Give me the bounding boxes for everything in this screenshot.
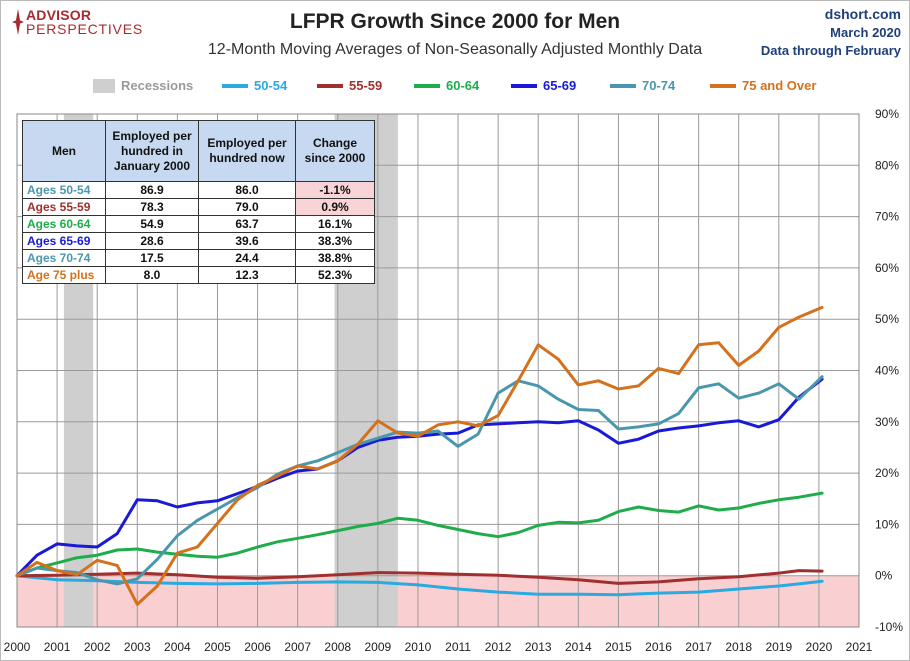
legend-swatch-55-59 [317, 84, 343, 88]
table-row: Ages 65-69 28.6 39.6 38.3% [22, 232, 375, 250]
row-now: 79.0 [198, 198, 296, 216]
x-tick-label: 2000 [4, 640, 31, 654]
legend-label-75-over: 75 and Over [742, 78, 817, 93]
legend-label-65-69: 65-69 [543, 78, 577, 93]
row-now: 63.7 [198, 215, 296, 233]
table-row: Age 75 plus 8.0 12.3 52.3% [22, 266, 375, 284]
row-label: Ages 70-74 [22, 249, 106, 267]
x-tick-label: 2009 [365, 640, 392, 654]
row-jan2000: 78.3 [105, 198, 199, 216]
series-line-55-59 [15, 569, 824, 585]
series-line-60-64 [15, 491, 824, 578]
series-line-75-and-over [15, 305, 824, 606]
row-label: Age 75 plus [22, 266, 106, 284]
y-tick-label: 80% [875, 158, 899, 172]
legend-label-recessions: Recessions [121, 78, 194, 93]
x-tick-label: 2001 [44, 640, 71, 654]
x-tick-label: 2003 [124, 640, 151, 654]
row-change: 16.1% [295, 215, 375, 233]
row-jan2000: 28.6 [105, 232, 199, 250]
row-jan2000: 86.9 [105, 181, 199, 199]
x-tick-label: 2006 [244, 640, 271, 654]
legend-label-60-64: 60-64 [446, 78, 480, 93]
x-tick-label: 2020 [806, 640, 833, 654]
series-line-70-74 [15, 375, 824, 586]
plot-border [16, 113, 860, 628]
y-tick-label: 70% [875, 210, 899, 224]
summary-table: Men Employed per hundred in January 2000… [22, 120, 375, 284]
row-now: 12.3 [198, 266, 296, 284]
chart-subtitle: 12-Month Moving Averages of Non-Seasonal… [207, 41, 703, 58]
row-jan2000: 54.9 [105, 215, 199, 233]
y-tick-label: 50% [875, 312, 899, 326]
y-tick-label: 10% [875, 517, 899, 531]
table-row: Ages 55-59 78.3 79.0 0.9% [22, 198, 375, 216]
row-jan2000: 8.0 [105, 266, 199, 284]
x-tick-label: 2008 [324, 640, 351, 654]
row-change: 38.3% [295, 232, 375, 250]
row-label: Ages 65-69 [22, 232, 106, 250]
table-row: Ages 60-64 54.9 63.7 16.1% [22, 215, 375, 233]
row-now: 39.6 [198, 232, 296, 250]
legend-label-50-54: 50-54 [254, 78, 288, 93]
x-tick-label: 2010 [405, 640, 432, 654]
y-tick-label: 0% [875, 569, 893, 583]
x-tick-label: 2017 [685, 640, 712, 654]
compass-icon [12, 9, 24, 35]
table-row: Ages 50-54 86.9 86.0 -1.1% [22, 181, 375, 199]
x-tick-label: 2015 [605, 640, 632, 654]
x-tick-label: 2004 [164, 640, 191, 654]
table-header-change: Change since 2000 [295, 120, 375, 182]
legend-swatch-50-54 [222, 84, 248, 88]
row-label: Ages 50-54 [22, 181, 106, 199]
x-tick-label: 2019 [765, 640, 792, 654]
series-lines [15, 305, 824, 606]
table-header-row: Men Employed per hundred in January 2000… [22, 120, 375, 182]
publish-date: March 2020 [830, 25, 901, 40]
logo-line1: ADVISOR [26, 7, 92, 23]
x-tick-label: 2007 [284, 640, 311, 654]
table-row: Ages 70-74 17.5 24.4 38.8% [22, 249, 375, 267]
legend-swatch-70-74 [610, 84, 636, 88]
legend-label-55-59: 55-59 [349, 78, 383, 93]
row-change: -1.1% [295, 181, 375, 199]
row-jan2000: 17.5 [105, 249, 199, 267]
x-tick-label: 2018 [725, 640, 752, 654]
y-tick-label: 20% [875, 466, 899, 480]
row-change: 38.8% [295, 249, 375, 267]
logo-line2: PERSPECTIVES [26, 21, 143, 37]
legend-swatch-75-over [710, 84, 736, 88]
table-header-jan2000: Employed per hundred in January 2000 [105, 120, 199, 182]
x-tick-label: 2016 [645, 640, 672, 654]
source-site: dshort.com [824, 6, 901, 22]
table-header-now: Employed per hundred now [198, 120, 296, 182]
table-header-men: Men [22, 120, 106, 182]
x-tick-label: 2011 [445, 640, 471, 654]
row-change: 0.9% [295, 198, 375, 216]
axes: 2000 2001 2002 2003 2004 2005 2006 2007 2008 2009… [4, 107, 904, 654]
row-label: Ages 55-59 [22, 198, 106, 216]
x-tick-label: 2014 [565, 640, 592, 654]
row-now: 24.4 [198, 249, 296, 267]
data-through: Data through February [760, 43, 901, 58]
x-tick-label: 2012 [485, 640, 512, 654]
legend-swatch-65-69 [511, 84, 537, 88]
x-tick-label: 2005 [204, 640, 231, 654]
legend-label-70-74: 70-74 [642, 78, 676, 93]
row-label: Ages 60-64 [22, 215, 106, 233]
y-tick-label: 60% [875, 261, 899, 275]
x-tick-label: 2021 [846, 640, 873, 654]
chart-title: LFPR Growth Since 2000 for Men [289, 10, 621, 33]
legend-swatch-60-64 [414, 84, 440, 88]
y-tick-label: -10% [875, 620, 903, 634]
row-now: 86.0 [198, 181, 296, 199]
x-tick-label: 2002 [84, 640, 111, 654]
y-tick-label: 90% [875, 107, 899, 121]
x-tick-label: 2013 [525, 640, 552, 654]
row-change: 52.3% [295, 266, 375, 284]
y-tick-label: 30% [875, 415, 899, 429]
legend-swatch-recessions [93, 79, 115, 93]
y-tick-label: 40% [875, 364, 899, 378]
